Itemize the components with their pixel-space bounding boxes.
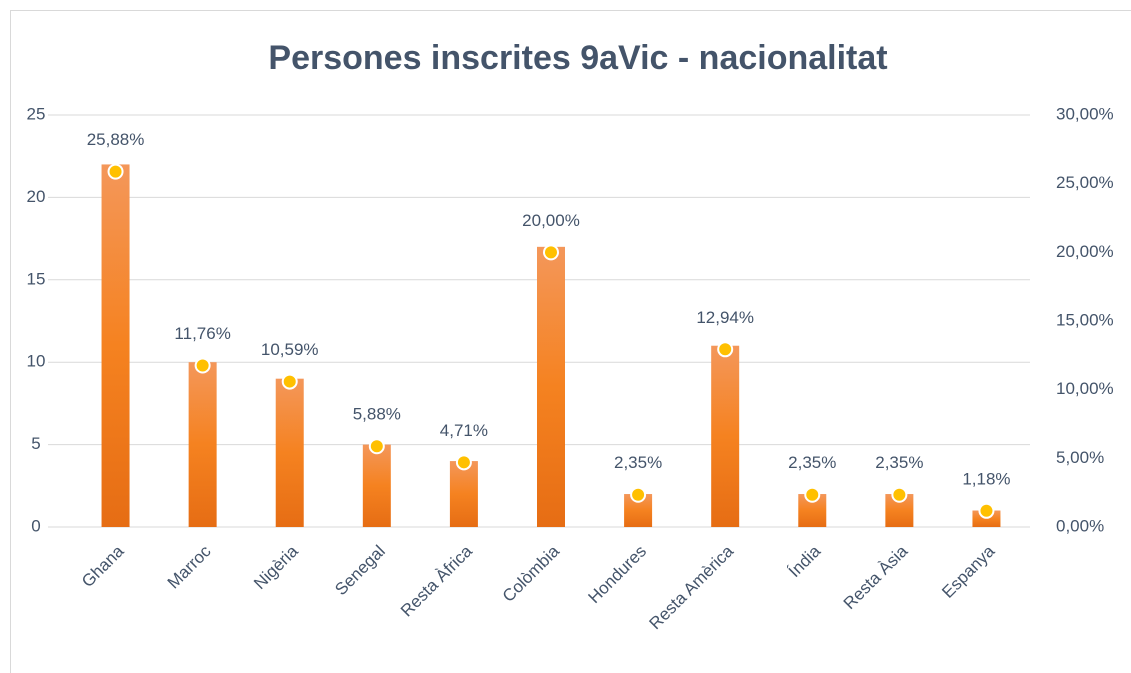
bar xyxy=(275,378,304,527)
point xyxy=(107,163,124,180)
point xyxy=(368,438,385,455)
data-label: 12,94% xyxy=(696,308,754,327)
y2-tick-label: 25,00% xyxy=(1056,173,1114,192)
point xyxy=(543,244,559,261)
data-label: 20,00% xyxy=(522,211,580,230)
point xyxy=(455,454,472,471)
data-label: 11,76% xyxy=(174,324,230,343)
point xyxy=(717,341,734,358)
y-tick-label: 25 xyxy=(27,104,46,123)
chart-title: Persones inscrites 9aVic - nacionalitat xyxy=(268,39,887,77)
bar xyxy=(362,444,391,527)
data-label: 2,35% xyxy=(788,453,836,472)
data-label: 25,88% xyxy=(87,130,145,149)
y2-tick-label: 0,00% xyxy=(1056,516,1104,535)
y-tick-label: 10 xyxy=(27,352,46,371)
point xyxy=(804,486,821,503)
y-tick-label: 0 xyxy=(31,516,40,535)
y-tick-label: 20 xyxy=(27,187,46,206)
point xyxy=(891,486,908,503)
bar xyxy=(537,246,565,527)
y-tick-label: 15 xyxy=(27,269,46,288)
bar xyxy=(101,164,130,527)
point xyxy=(194,357,211,374)
point xyxy=(281,373,298,390)
point xyxy=(630,486,647,503)
data-label: 2,35% xyxy=(614,453,662,472)
bar xyxy=(449,461,478,527)
data-label: 2,35% xyxy=(875,453,923,472)
data-label: 10,59% xyxy=(261,340,319,359)
y2-tick-label: 15,00% xyxy=(1056,310,1114,329)
bar xyxy=(711,345,740,527)
data-label: 4,71% xyxy=(440,421,488,440)
data-label: 1,18% xyxy=(962,469,1010,488)
y2-tick-label: 10,00% xyxy=(1056,379,1114,398)
point xyxy=(978,502,995,519)
data-label: 5,88% xyxy=(353,405,401,424)
y2-tick-label: 5,00% xyxy=(1056,448,1104,467)
y-tick-label: 5 xyxy=(31,434,40,453)
chart-border xyxy=(10,10,1131,673)
y2-tick-label: 30,00% xyxy=(1056,104,1114,123)
bar xyxy=(188,362,217,527)
y2-tick-label: 20,00% xyxy=(1056,242,1114,261)
